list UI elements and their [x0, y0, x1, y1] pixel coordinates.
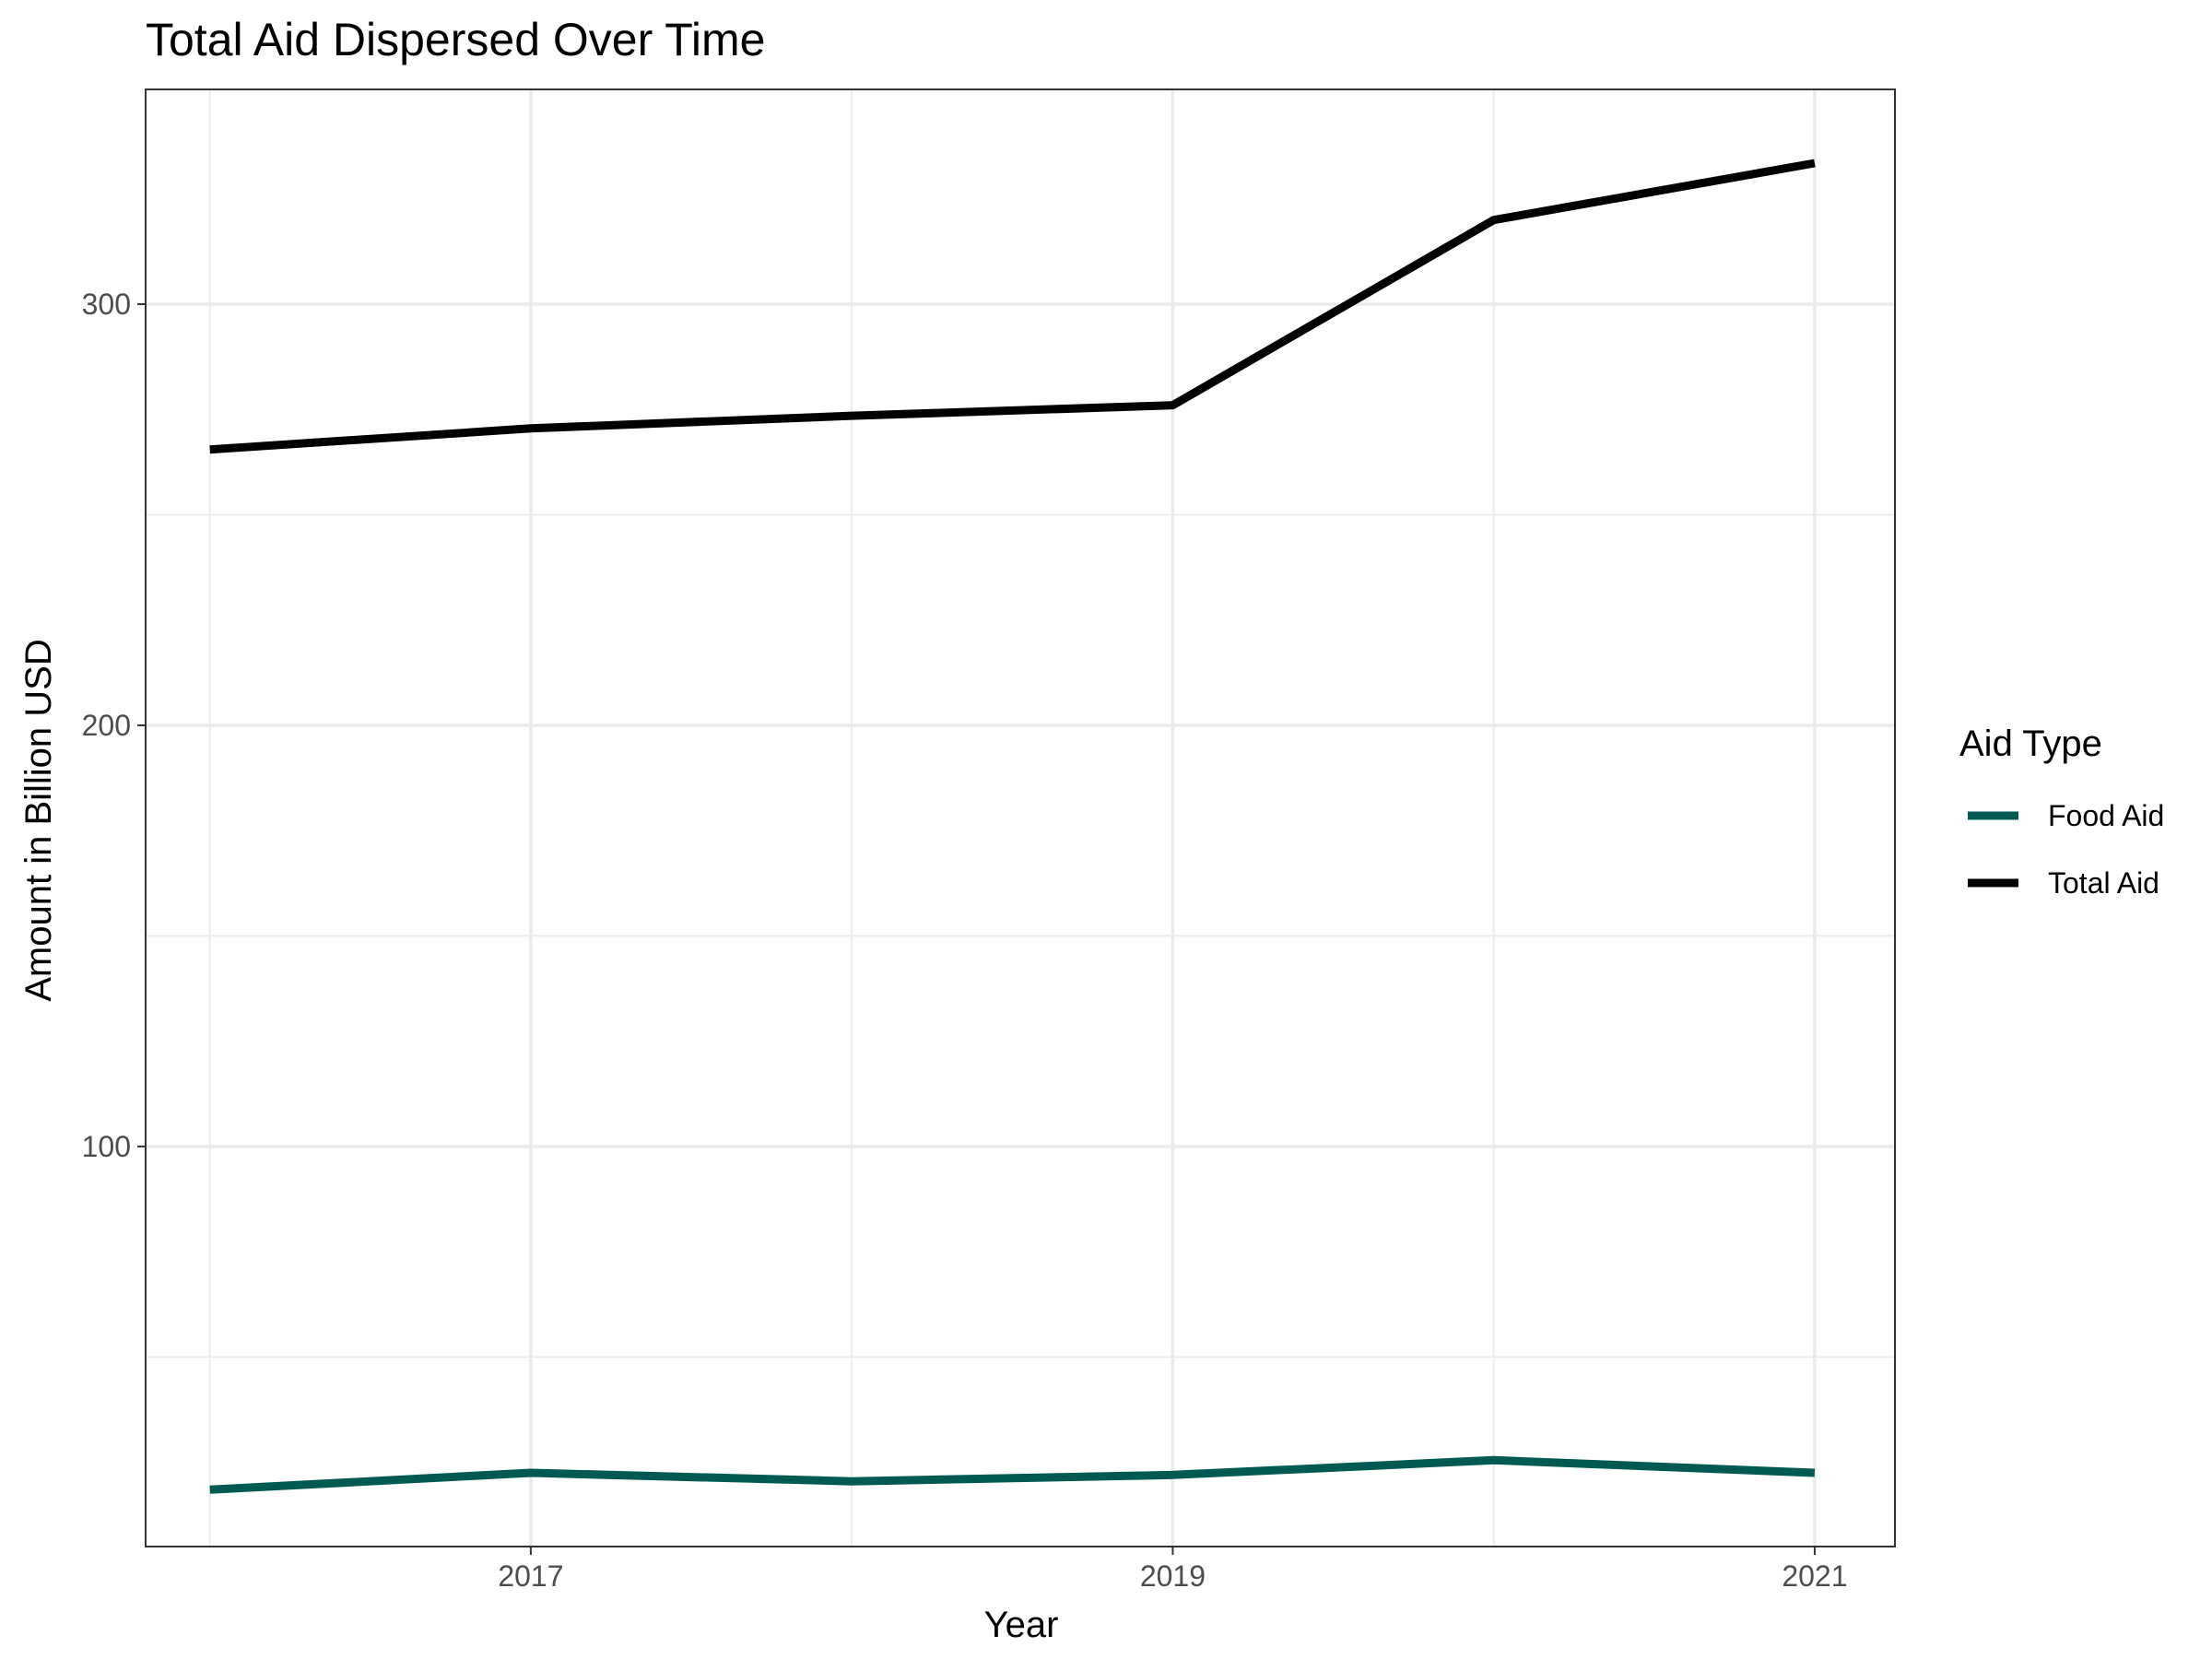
y-axis-title: Amount in Billion USD: [18, 639, 59, 1002]
y-tick-label: 100: [82, 1130, 131, 1163]
legend-items: Food Aid Total Aid: [1968, 799, 2164, 900]
x-tick-label: 2019: [1140, 1559, 1206, 1593]
legend-label-1: Total Aid: [2048, 866, 2159, 900]
x-tick-label: 2017: [498, 1559, 563, 1593]
series-line-1: [209, 159, 1816, 454]
series-line-0: [209, 1455, 1816, 1494]
x-tick-label: 2021: [1782, 1559, 1847, 1593]
grid: [146, 89, 1895, 1547]
series-lines: [209, 159, 1816, 1494]
y-tick-label: 300: [82, 288, 131, 321]
y-tick-label: 200: [82, 709, 131, 742]
legend-title: Aid Type: [1959, 724, 2102, 764]
legend: Aid Type Food Aid Total Aid: [1959, 724, 2164, 900]
legend-label-0: Food Aid: [2048, 799, 2164, 832]
plot-panel-border: [145, 88, 1896, 1547]
x-axis-title: Year: [984, 1605, 1059, 1645]
chart-title: Total Aid Dispersed Over Time: [146, 14, 766, 65]
axes: 100 200 300 2017 2019 2021: [82, 288, 1848, 1593]
